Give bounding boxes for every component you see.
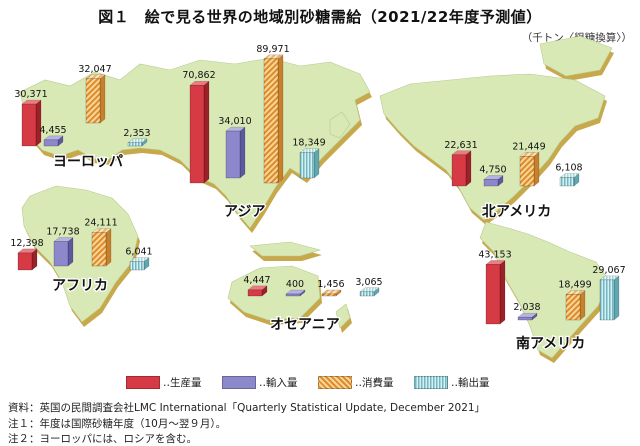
legend-item-export: ‥輸出量 — [414, 375, 490, 390]
value-label-import-4: 4,750 — [479, 164, 506, 175]
value-label-production-2: 12,398 — [10, 238, 43, 249]
bar-export-2 — [129, 257, 150, 271]
bar-production-0 — [21, 99, 42, 147]
value-label-export-1: 18,349 — [292, 138, 325, 149]
bar-export-3 — [359, 287, 380, 297]
region-label-4: 北アメリカ — [482, 204, 551, 220]
legend-swatch-consumption — [318, 376, 352, 389]
value-label-import-2: 17,738 — [46, 227, 79, 238]
bar-production-4 — [451, 150, 472, 187]
value-label-consumption-2: 24,111 — [84, 218, 117, 229]
legend-swatch-import — [222, 376, 256, 389]
bar-production-5 — [485, 260, 506, 325]
legend-item-import: ‥輸入量 — [222, 375, 298, 390]
value-label-export-2: 6,041 — [125, 247, 152, 258]
note-1: 注１：年度は国際砂糖年度（10月～翌９月）。 — [8, 418, 227, 430]
value-label-production-1: 70,862 — [182, 70, 215, 81]
bar-consumption-1 — [263, 54, 284, 184]
value-label-consumption-0: 32,047 — [78, 64, 111, 75]
value-label-production-3: 4,447 — [243, 275, 270, 286]
value-label-consumption-4: 21,449 — [512, 141, 545, 152]
bar-consumption-5 — [565, 290, 586, 321]
legend-swatch-production — [126, 376, 160, 389]
bar-export-5 — [599, 275, 620, 321]
bar-consumption-2 — [91, 228, 112, 267]
value-label-export-4: 6,108 — [555, 163, 582, 174]
region-label-1: アジア — [224, 204, 265, 220]
value-label-production-4: 22,631 — [444, 140, 477, 151]
value-label-production-0: 30,371 — [14, 89, 47, 100]
value-label-export-0: 2,353 — [123, 128, 150, 139]
value-label-export-3: 3,065 — [355, 277, 382, 288]
bar-consumption-0 — [85, 74, 106, 124]
bar-import-2 — [53, 237, 74, 267]
legend-swatch-export — [414, 376, 448, 389]
value-label-production-5: 43,153 — [478, 249, 511, 260]
region-label-5: 南アメリカ — [516, 335, 585, 352]
legend-label-export: ‥輸出量 — [451, 377, 490, 389]
bar-import-4 — [483, 175, 504, 187]
value-label-import-3: 400 — [286, 279, 304, 290]
region-label-3: オセアニア — [270, 317, 340, 333]
legend-item-production: ‥生産量 — [126, 375, 202, 390]
labels-layer: 30,371 4,455 32,047 2,353 ヨーロッパ 70,862 34,010 8… — [10, 44, 625, 353]
legend-label-consumption: ‥消費量 — [355, 377, 394, 389]
legend-label-import: ‥輸入量 — [259, 377, 298, 389]
value-label-import-1: 34,010 — [218, 116, 251, 127]
bar-production-2 — [17, 248, 38, 271]
bar-import-5 — [517, 312, 538, 321]
value-label-import-0: 4,455 — [39, 125, 66, 136]
source-note: 資料：英国の民間調査会社LMC International「Quarterly … — [8, 402, 486, 414]
region-label-2: アフリカ — [52, 278, 108, 294]
bar-consumption-4 — [519, 151, 540, 187]
bar-import-3 — [285, 289, 306, 297]
legend-label-production: ‥生産量 — [163, 377, 202, 389]
bar-export-4 — [559, 173, 580, 187]
legend-item-consumption: ‥消費量 — [318, 375, 394, 390]
value-label-consumption-3: 1,456 — [317, 279, 344, 290]
bar-import-1 — [225, 126, 246, 179]
bar-export-1 — [299, 148, 320, 179]
value-label-consumption-1: 89,971 — [256, 44, 289, 55]
bar-production-1 — [189, 80, 210, 184]
value-label-export-5: 29,067 — [592, 265, 625, 276]
bars-layer — [17, 54, 620, 325]
bar-production-3 — [247, 285, 268, 297]
value-label-consumption-5: 18,499 — [558, 279, 591, 290]
chart-title: 図１ 絵で見る世界の地域別砂糖需給（2021/22年度予測値） — [98, 8, 542, 26]
value-label-import-5: 2,038 — [513, 302, 540, 313]
bar-consumption-3 — [321, 289, 342, 297]
region-label-0: ヨーロッパ — [53, 154, 123, 170]
bar-export-0 — [127, 138, 148, 147]
note-2: 注２：ヨーロッパには、ロシアを含む。 — [8, 433, 197, 445]
bar-import-0 — [43, 135, 64, 147]
